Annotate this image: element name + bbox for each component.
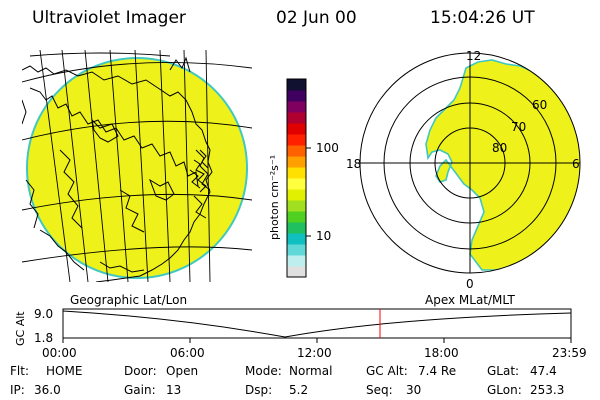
dsp-value: 5.2 xyxy=(289,383,309,397)
colorbar-segment xyxy=(287,79,306,91)
seq-label: Seq: xyxy=(366,383,393,397)
altitude-y-tick-min: 1.8 xyxy=(34,331,53,345)
glon-label: GLon: xyxy=(487,383,522,397)
flt-label: Flt: xyxy=(10,364,29,378)
ip-value: 36.0 xyxy=(34,383,61,397)
time-label: 15:04:26 UT xyxy=(430,8,535,28)
ip-label: IP: xyxy=(10,383,25,397)
altitude-x-tick-2359: 23:59 xyxy=(552,346,587,360)
mlat-label-80: 80 xyxy=(492,141,507,155)
glon-value: 253.3 xyxy=(530,383,565,397)
colorbar-tick-100: 100 xyxy=(316,141,339,155)
colorbar-segment xyxy=(287,167,306,179)
aurora-region xyxy=(425,59,580,271)
colorbar-segment xyxy=(287,90,306,102)
dsp-label: Dsp: xyxy=(245,383,273,397)
gain-value: 13 xyxy=(166,383,182,397)
flt-value: HOME xyxy=(46,364,83,378)
altitude-curve xyxy=(62,310,572,338)
geo-coastlines xyxy=(22,56,213,282)
colorbar-segment xyxy=(287,233,306,245)
polar-grid xyxy=(359,52,581,274)
colorbar-segment xyxy=(287,211,306,223)
altitude-x-ticks xyxy=(62,338,572,343)
colorbar-segment xyxy=(287,200,306,212)
door-value: Open xyxy=(166,364,199,378)
colorbar-segment xyxy=(287,222,306,234)
mlt-label-12: 12 xyxy=(466,49,481,63)
altitude-y-label: GC Alt xyxy=(14,311,27,346)
colorbar-segment xyxy=(287,189,306,201)
gc-alt-label: GC Alt: xyxy=(366,364,408,378)
polar-map: 12 18 6 0 60 70 80 xyxy=(346,49,581,291)
gain-label: Gain: xyxy=(124,383,156,397)
colorbar-frame xyxy=(286,78,307,278)
instrument-title: Ultraviolet Imager xyxy=(32,8,186,28)
mlat-label-70: 70 xyxy=(511,120,526,134)
mode-label: Mode: xyxy=(245,364,282,378)
colorbar-segment xyxy=(287,145,306,157)
geo-coast-detail xyxy=(189,149,209,193)
altitude-x-tick-1200: 12:00 xyxy=(297,346,332,360)
gc-alt-value: 7.4 Re xyxy=(418,364,457,378)
mlat-label-60: 60 xyxy=(532,98,547,112)
mode-value: Normal xyxy=(289,364,333,378)
colorbar-segment xyxy=(287,266,306,278)
colorbar-tick-10: 10 xyxy=(316,229,332,243)
altitude-x-tick-1800: 18:00 xyxy=(424,346,459,360)
geographic-map xyxy=(22,50,252,282)
geo-grid-lines xyxy=(22,50,252,282)
colorbar-unit-label: photon cm⁻²s⁻¹ xyxy=(268,155,281,240)
seq-value: 30 xyxy=(406,383,422,397)
altitude-x-tick-0600: 06:00 xyxy=(170,346,205,360)
altitude-plot: GC Alt 9.0 1.8 00:00 06:00 12:00 18:00 2… xyxy=(14,307,587,360)
polar-projection-label: Apex MLat/MLT xyxy=(425,293,515,307)
date-label: 02 Jun 00 xyxy=(276,8,357,28)
colorbar-segment xyxy=(287,255,306,267)
colorbar-segment xyxy=(287,134,306,146)
door-label: Door: xyxy=(124,364,157,378)
colorbar-segment xyxy=(287,123,306,135)
glat-label: GLat: xyxy=(487,364,520,378)
colorbar-segment xyxy=(287,112,306,124)
geo-projection-label: Geographic Lat/Lon xyxy=(70,293,187,307)
colorbar-segment xyxy=(287,101,306,113)
mlt-label-0: 0 xyxy=(466,277,474,291)
altitude-plot-frame xyxy=(62,308,572,339)
colorbar xyxy=(286,78,311,278)
altitude-x-tick-0000: 00:00 xyxy=(42,346,77,360)
colorbar-segment xyxy=(287,244,306,256)
altitude-y-tick-max: 9.0 xyxy=(34,307,53,321)
mlt-label-6: 6 xyxy=(572,157,580,171)
colorbar-segment xyxy=(287,178,306,190)
glat-value: 47.4 xyxy=(530,364,557,378)
colorbar-segment xyxy=(287,156,306,168)
mlt-label-18: 18 xyxy=(346,157,361,171)
